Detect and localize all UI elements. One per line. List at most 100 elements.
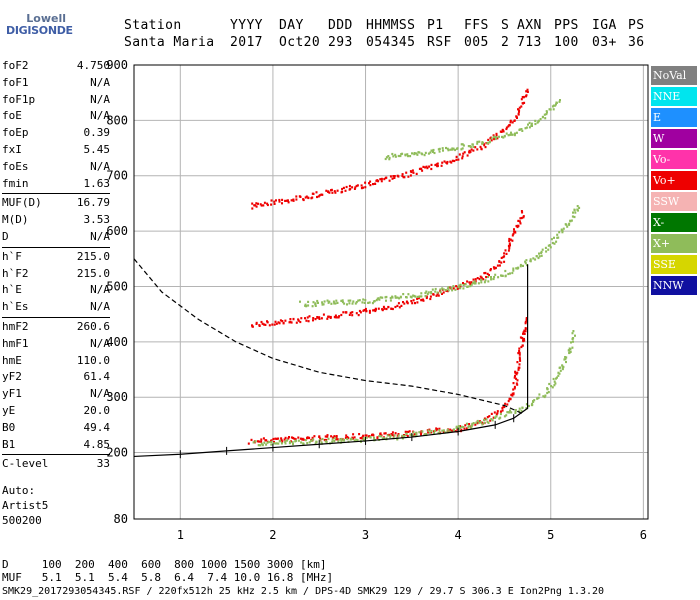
trace-point xyxy=(474,423,477,426)
trace-point xyxy=(322,303,325,306)
trace-point xyxy=(398,306,401,309)
trace-point xyxy=(574,334,576,337)
trace-point xyxy=(441,429,444,432)
trace-point xyxy=(451,159,454,162)
header-label: P1 xyxy=(427,18,444,33)
trace-point xyxy=(465,427,468,430)
trace-point xyxy=(436,293,439,296)
trace-point xyxy=(508,398,511,401)
param-row: fmin 1.63 xyxy=(2,176,110,193)
trace-point xyxy=(457,425,460,428)
trace-point xyxy=(407,175,410,178)
param-value: N/A xyxy=(90,283,110,297)
trace-point xyxy=(451,289,454,292)
trace-point xyxy=(471,422,474,425)
trace-point xyxy=(508,247,511,250)
header-value: 2 xyxy=(501,35,510,50)
trace-point xyxy=(368,309,371,312)
trace-point xyxy=(393,434,396,437)
trace-point xyxy=(407,155,409,158)
trace-point xyxy=(251,325,254,328)
trace-point xyxy=(446,160,449,164)
trace-point xyxy=(561,368,564,371)
trace-point xyxy=(476,419,479,423)
trace-point xyxy=(286,199,289,202)
param-value: 4.85 xyxy=(83,437,111,451)
header-value: 054345 xyxy=(366,35,416,50)
trace-point xyxy=(329,315,332,319)
trace-point xyxy=(510,411,513,414)
trace-point xyxy=(397,175,400,178)
trace-point xyxy=(385,437,388,440)
trace-point xyxy=(521,336,524,340)
trace-point xyxy=(385,307,388,311)
trace-point xyxy=(476,140,479,143)
trace-point xyxy=(362,437,365,440)
trace-point xyxy=(550,238,553,241)
trace-point xyxy=(549,246,552,249)
param-row: foEs N/A xyxy=(2,159,110,176)
trace-point xyxy=(483,418,485,421)
trace-point xyxy=(403,176,406,179)
trace-point xyxy=(434,290,437,293)
trace-point xyxy=(492,416,495,419)
trace-point xyxy=(553,242,556,245)
param-name: B0 xyxy=(2,420,16,434)
trace-point xyxy=(557,374,560,377)
trace-point xyxy=(299,300,301,303)
trace-point xyxy=(450,429,453,432)
trace-point xyxy=(364,307,367,311)
trace-point xyxy=(558,372,561,375)
trace-point xyxy=(480,278,483,282)
trace-point xyxy=(558,100,561,103)
trace-point xyxy=(430,292,433,295)
trace-point xyxy=(521,129,524,132)
trace-point xyxy=(307,300,310,303)
y-tick-label: 800 xyxy=(106,113,128,127)
trace-point xyxy=(353,439,356,442)
x-tick-label: 5 xyxy=(547,528,554,542)
trace-point xyxy=(573,215,576,219)
trace-point xyxy=(334,437,337,440)
trace-point xyxy=(421,430,424,433)
trace-point xyxy=(543,395,546,399)
trace-point xyxy=(544,394,547,397)
trace-point xyxy=(424,295,427,298)
trace-point xyxy=(416,153,419,156)
trace-point xyxy=(380,180,383,183)
trace-point xyxy=(393,175,396,178)
trace-point xyxy=(480,276,483,279)
trace-point xyxy=(423,154,426,157)
trace-point xyxy=(391,177,394,180)
trace-point xyxy=(464,424,467,427)
trace-point xyxy=(520,409,523,412)
trace-point xyxy=(399,154,402,158)
ionospheric-parameters: foF2 4.750 foF1 N/A foF1p N/A foE N/A foEp 0.39 fx… xyxy=(2,58,110,473)
trace-point xyxy=(345,311,348,314)
trace-point xyxy=(485,418,488,421)
trace-point xyxy=(391,433,394,436)
trace-point xyxy=(468,423,471,426)
trace-point xyxy=(484,271,487,275)
trace-point xyxy=(361,436,364,439)
trace-point xyxy=(503,134,506,138)
trace-point xyxy=(310,439,313,442)
trace-point xyxy=(292,318,295,321)
trace-point xyxy=(271,323,274,326)
trace-point xyxy=(465,422,468,425)
trace-point xyxy=(467,285,470,288)
trace-point xyxy=(295,321,298,324)
trace-point xyxy=(384,432,387,435)
trace-point xyxy=(459,426,462,430)
trace-point xyxy=(505,127,508,131)
trace-point xyxy=(404,154,407,157)
trace-point xyxy=(320,317,323,320)
trace-point xyxy=(292,198,295,201)
param-value: 215.0 xyxy=(76,266,110,280)
trace-point xyxy=(405,432,408,435)
trace-point xyxy=(316,195,318,199)
param-row: B0 49.4 xyxy=(2,420,110,437)
trace-point xyxy=(515,382,518,385)
trace-point xyxy=(415,431,418,434)
